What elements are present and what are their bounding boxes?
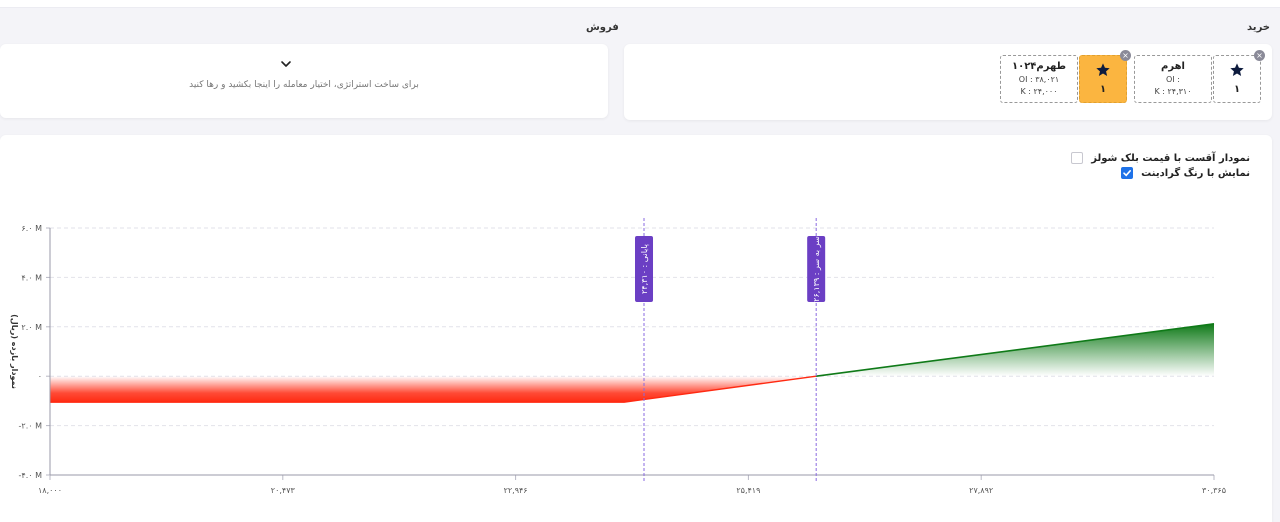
profit-line <box>816 323 1215 377</box>
buy-leg-asset[interactable]: اهرم : OI K : ۲۴,۳۱۰ <box>1134 55 1212 103</box>
y-tick-label: ۶.۰ M <box>21 224 42 233</box>
buy-leg-star[interactable]: ۱ <box>1213 55 1261 103</box>
checkbox-gradient[interactable] <box>1121 167 1134 179</box>
x-tick-label: ۲۲,۹۴۶ <box>504 486 528 495</box>
option-blackscholes[interactable]: نمودار آقست با قیمت بلک شولز <box>1071 152 1250 164</box>
loss-line <box>50 375 817 403</box>
chart-markers: پایانی : ۲۴,۳۱۰ سر به سر : ۲۶,۱۳۹ <box>635 218 826 483</box>
marker-badge <box>635 236 654 302</box>
leg-name: طهرم۱۰۲۴ <box>1012 61 1066 72</box>
chart-axes <box>46 227 1215 480</box>
buy-section-title: خرید <box>1247 22 1270 33</box>
leg-strike: K : ۲۴,۰۰۰ <box>1020 87 1058 96</box>
x-tick-label: ۲۵,۴۱۹ <box>736 486 760 495</box>
checkbox-blackscholes[interactable] <box>1071 152 1084 164</box>
top-strip <box>0 0 1280 8</box>
chart-card <box>0 135 1272 522</box>
leg-name: اهرم <box>1161 61 1185 72</box>
x-tick-label: ۲۷,۸۹۲ <box>969 486 993 495</box>
x-tick-label: ۲۰,۴۷۳ <box>271 486 296 495</box>
buy-legs-panel: ۱ × اهرم : OI K : ۲۴,۳۱۰ ۱ × طهرم۱۰۲۴ OI… <box>624 44 1272 120</box>
leg-oi: : OI <box>1166 75 1180 84</box>
leg-strike: K : ۲۴,۳۱۰ <box>1154 87 1192 96</box>
option-gradient[interactable]: نمایش با رنگ گرادینت <box>1121 167 1250 179</box>
marker-badge <box>807 236 826 302</box>
sell-drop-panel[interactable]: برای ساخت استراتژی، اختیار معامله را این… <box>0 44 608 118</box>
star-icon <box>1096 63 1110 76</box>
y-tick-label: ۲.۰ M <box>21 323 42 332</box>
x-tick-label: ۱۸,۰۰۰ <box>38 486 62 495</box>
chevron-down-icon[interactable] <box>280 58 292 70</box>
drop-hint-text: برای ساخت استراتژی، اختیار معامله را این… <box>189 80 419 90</box>
marker-label: پایانی : ۲۴,۳۱۰ <box>640 244 649 294</box>
buy-leg-star-selected[interactable]: ۱ <box>1079 55 1127 103</box>
option-label: نمایش با رنگ گرادینت <box>1141 167 1250 179</box>
y-axis-title: نمودار بازده (ریال) <box>10 314 19 389</box>
sell-section-title: فروش <box>586 22 619 33</box>
marker-label: سر به سر : ۲۶,۱۳۹ <box>812 236 821 302</box>
loss-area <box>50 376 817 403</box>
y-tick-label: ۴.۰ M <box>21 273 42 282</box>
leg-count: ۱ <box>1099 84 1107 95</box>
leg-count: ۱ <box>1233 84 1241 95</box>
y-tick-label: ۰ <box>38 372 42 381</box>
chart-fills <box>50 323 1215 403</box>
chart-labels: ۶.۰ M ۴.۰ M ۲.۰ M ۰ -۲.۰ M -۴.۰ M ۱۸,۰۰۰ ۲۰,۴۷۳… <box>10 224 1226 495</box>
x-tick-label: ۳۰,۳۶۵ <box>1202 486 1226 495</box>
buy-leg-asset[interactable]: طهرم۱۰۲۴ OI : ۳۸,۰۲۱ K : ۲۴,۰۰۰ <box>1000 55 1078 103</box>
close-icon[interactable]: × <box>1120 50 1131 61</box>
close-icon[interactable]: × <box>1254 50 1265 61</box>
leg-oi: OI : ۳۸,۰۲۱ <box>1018 75 1060 84</box>
option-label: نمودار آقست با قیمت بلک شولز <box>1091 152 1250 164</box>
star-icon <box>1230 63 1244 76</box>
y-tick-label: -۲.۰ M <box>19 422 43 431</box>
y-tick-label: -۴.۰ M <box>19 471 43 480</box>
check-icon <box>1123 170 1132 177</box>
